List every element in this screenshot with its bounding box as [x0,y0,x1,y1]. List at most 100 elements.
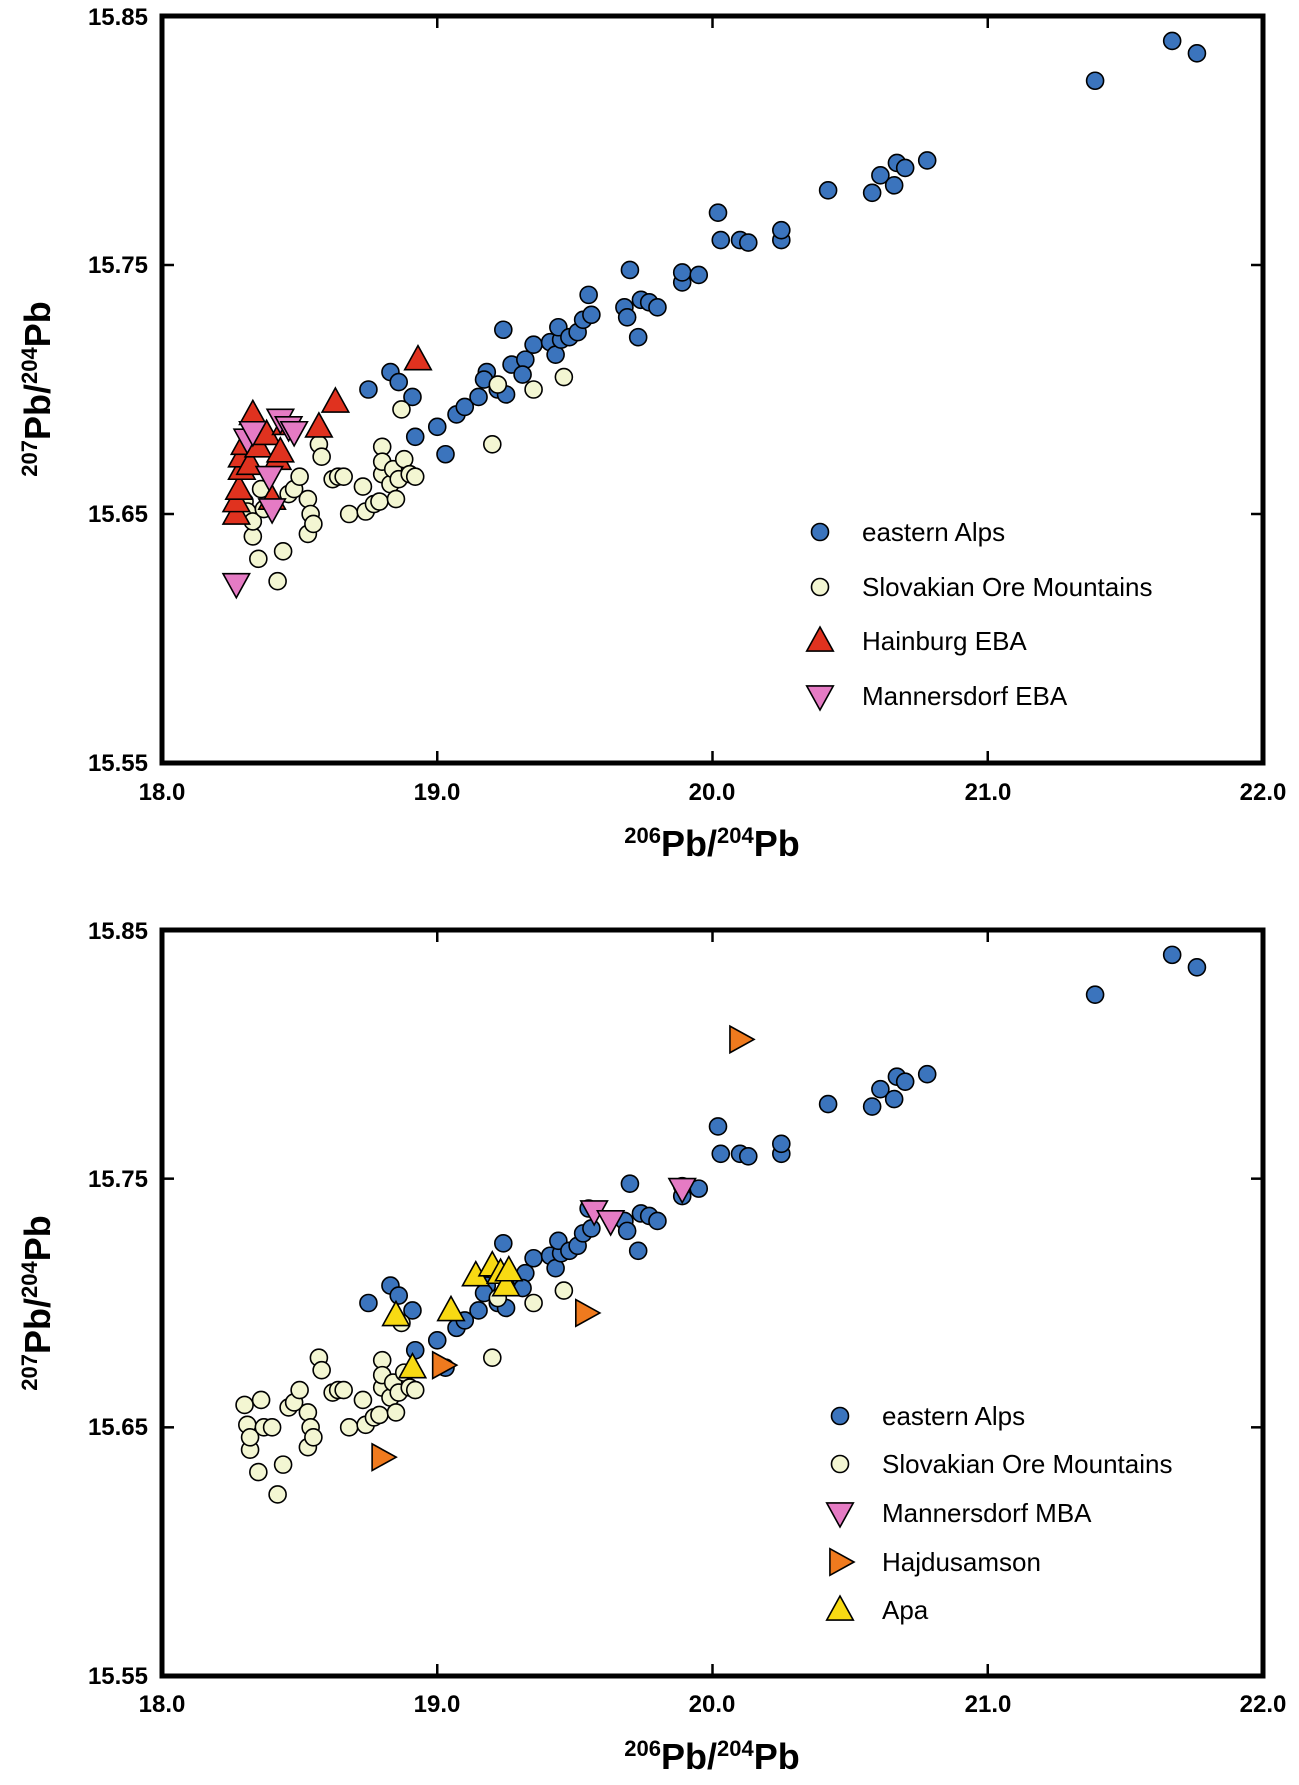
top-x-tick-label: 18.0 [139,779,186,806]
eastern-alps-point [513,365,532,384]
hainburg-eba-point [265,436,296,463]
top-legend: eastern Alps Slovakian Ore Mountains Hai… [805,517,1152,712]
eastern-alps-point [494,320,513,340]
mannersdorf-mba-legend-marker [825,1502,855,1529]
hajdusamson-point [431,1350,459,1380]
eastern-alps-point [871,166,890,185]
eastern-alps-point [403,387,422,407]
mannersdorf-mba-point [667,1177,697,1205]
slovakian-ore-mountains-point [524,380,543,399]
mannersdorf-eba-point [254,465,285,493]
top-y-tick-label: 15.55 [88,750,148,777]
top-legend-label: Slovakian Ore Mountains [862,572,1152,602]
eastern-alps-point [1085,71,1105,91]
hainburg-eba-point [224,473,254,500]
eastern-alps-point [427,1331,447,1350]
bottom-x-tick-label: 21.0 [965,1691,1012,1718]
eastern-alps-point [524,1248,543,1268]
slovakian-ore-mountains-point [273,1455,293,1474]
eastern-alps-point [617,1221,637,1241]
slovakian-ore-mountains-point [554,1281,574,1300]
eastern-alps-point [884,1089,904,1109]
bottom-y-tick-label: 15.85 [88,918,148,945]
hajdusamson-point [371,1442,398,1472]
eastern-alps-point [628,1241,648,1261]
apa-point [494,1255,524,1282]
slovakian-ore-mountains-point [268,1485,287,1504]
eastern-alps-point [524,335,543,354]
slovakian-ore-mountains-point [482,1348,502,1368]
top-axis-ticks [160,14,1265,765]
slovakian-ore-mountains-point [405,467,425,486]
slovakian-ore-mountains-point [482,434,502,454]
top-legend-label: eastern Alps [862,517,1005,547]
mannersdorf-eba-legend-marker [805,685,835,712]
eastern-alps-point [405,1340,425,1360]
slovakian-ore-mountains-point [488,375,508,394]
eastern-alps-legend-marker [810,522,830,542]
slovakian-ore-mountains-point [249,549,268,569]
slovakian-ore-mountains-point [353,477,373,496]
slovakian-ore-mountains-point [386,1403,406,1422]
slovakian-ore-mountains-point [262,1418,282,1437]
slovakian-ore-mountains-point [405,1380,425,1400]
eastern-alps-point [738,1146,758,1166]
eastern-alps-point [1187,44,1207,63]
eastern-alps-point [862,183,882,203]
bottom-axis-ticks [160,928,1265,1678]
bottom-x-tick-label: 22.0 [1240,1691,1287,1718]
eastern-alps-point [579,285,598,305]
bottom-y-axis-label: 207Pb/204Pb [17,1215,58,1390]
eastern-alps-point [818,1094,838,1114]
eastern-alps-point [582,1219,601,1238]
eastern-alps-point [772,220,791,240]
hainburg-eba-point [238,398,268,426]
slovakian-ore-mountains-point [304,514,323,534]
slovakian-ore-mountains-point [298,489,318,509]
eastern-alps-point [895,1072,915,1091]
eastern-alps-point [427,417,447,437]
eastern-alps-point [1187,957,1207,977]
top-legend-label: Hainburg EBA [862,626,1027,656]
eastern-alps-point [708,1117,728,1136]
slovakian-ore-mountains-point [268,571,287,591]
eastern-alps-point [648,298,667,317]
slovakian-ore-mountains-point [251,1390,271,1410]
slovakian-ore-mountains-point [290,1380,309,1400]
eastern-alps-point [455,397,475,417]
slovakian-ore-mountains-point [334,467,353,486]
eastern-alps-point [1085,985,1105,1004]
eastern-alps-point [895,158,915,178]
top-x-tick-label: 22.0 [1240,779,1287,806]
slovakian-ore-mountains-point [370,1405,389,1425]
slovakian-ore-mountains-point [386,489,406,509]
slovakian-ore-mountains-point [312,1360,331,1380]
eastern-alps-point [469,387,488,407]
bottom-chart: 18.0 19.0 20.0 21.0 22.0 15.55 15.65 15.… [17,918,1286,1777]
slovakian-ore-mountains-point [554,367,574,387]
top-x-tick-label: 21.0 [965,779,1012,806]
eastern-alps-point [628,327,648,347]
eastern-alps-point [711,230,731,250]
top-plot-frame [159,13,1266,766]
slovakian-ore-mountains-point [392,400,411,419]
bottom-data-points [235,945,1207,1504]
eastern-alps-point [738,233,758,252]
slovakian-ore-mountains-point [524,1293,543,1313]
slovakian-ore-mountains-legend-marker [810,577,830,597]
eastern-alps-point [389,372,409,392]
hainburg-eba-point [304,411,334,438]
slovakian-ore-mountains-point [240,1427,260,1447]
eastern-alps-point [772,1134,791,1154]
slovakian-ore-mountains-point [353,1390,373,1410]
eastern-alps-point [917,151,937,170]
eastern-alps-point [582,305,601,325]
bottom-x-tick-label: 19.0 [414,1691,461,1718]
bottom-y-tick-label: 15.75 [88,1166,148,1193]
bottom-x-tick-label: 18.0 [139,1691,186,1718]
eastern-alps-point [648,1211,667,1231]
eastern-alps-legend-marker [830,1406,850,1426]
top-chart: 18.0 19.0 20.0 21.0 22.0 15.55 15.65 15.… [17,4,1286,864]
bottom-y-tick-label: 15.55 [88,1663,148,1690]
